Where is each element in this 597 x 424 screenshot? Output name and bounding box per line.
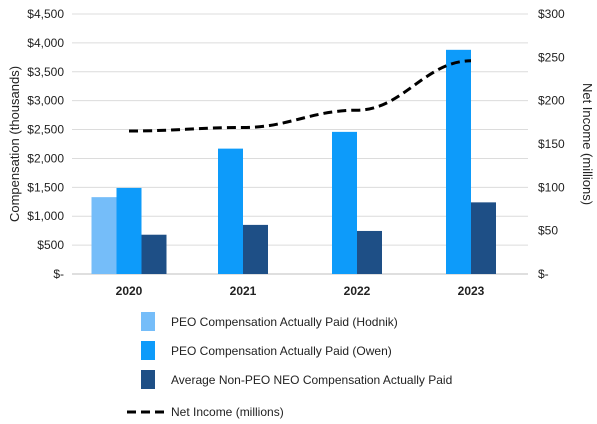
legend-label: Net Income (millions): [171, 405, 284, 419]
legend-label: Average Non-PEO NEO Compensation Actuall…: [171, 373, 452, 387]
left-tick-label: $-: [53, 267, 64, 281]
right-tick-label: $50: [538, 224, 558, 238]
left-tick-label: $2,500: [27, 123, 64, 137]
category-labels: 2020 2021 2022 2023: [116, 284, 485, 298]
left-tick-label: $4,000: [27, 36, 64, 50]
legend-label: PEO Compensation Actually Paid (Owen): [171, 344, 392, 358]
bar-2023-3: [471, 202, 496, 274]
left-axis-ticks: $- $500 $1,000 $1,500 $2,000 $2,500 $3,000 $3,5…: [27, 7, 64, 281]
legend-label: PEO Compensation Actually Paid (Hodnik): [171, 315, 398, 329]
right-axis-ticks: $- $50 $100 $150 $200 $250 $300: [538, 7, 565, 281]
left-tick-label: $3,000: [27, 94, 64, 108]
bar-2022-3: [357, 230, 382, 274]
right-tick-label: $250: [538, 50, 565, 64]
right-tick-label: $-: [538, 267, 549, 281]
bar-2020-1: [91, 197, 117, 274]
bar-2020-3: [141, 234, 167, 274]
left-tick-label: $4,500: [27, 7, 64, 21]
left-tick-label: $1,500: [27, 180, 64, 194]
bar-2021-2: [218, 148, 243, 274]
category-label: 2020: [116, 284, 143, 298]
left-tick-label: $3,500: [27, 65, 64, 79]
left-tick-label: $1,000: [27, 209, 64, 223]
left-axis-title: Compensation (thousands): [7, 66, 22, 222]
bar-2022-2: [332, 131, 357, 274]
category-label: 2021: [230, 284, 257, 298]
net-income-line: [128, 59, 472, 133]
bar-series: [91, 49, 496, 275]
category-label: 2023: [458, 284, 485, 298]
legend-swatch: [141, 341, 155, 360]
legend: PEO Compensation Actually Paid (Hodnik) P…: [127, 312, 452, 419]
category-label: 2022: [344, 284, 371, 298]
bar-2020-2: [116, 187, 142, 274]
left-tick-label: $2,000: [27, 151, 64, 165]
right-tick-label: $100: [538, 180, 565, 194]
right-tick-label: $150: [538, 137, 565, 151]
bar-2021-3: [243, 224, 268, 274]
bar-2023-2: [446, 49, 471, 275]
legend-swatch: [141, 370, 155, 389]
line-series: [128, 59, 472, 133]
right-tick-label: $300: [538, 7, 565, 21]
left-tick-label: $500: [37, 238, 64, 252]
right-tick-label: $200: [538, 94, 565, 108]
legend-swatch: [141, 312, 155, 331]
right-axis-title: Net Income (millions): [580, 83, 595, 205]
